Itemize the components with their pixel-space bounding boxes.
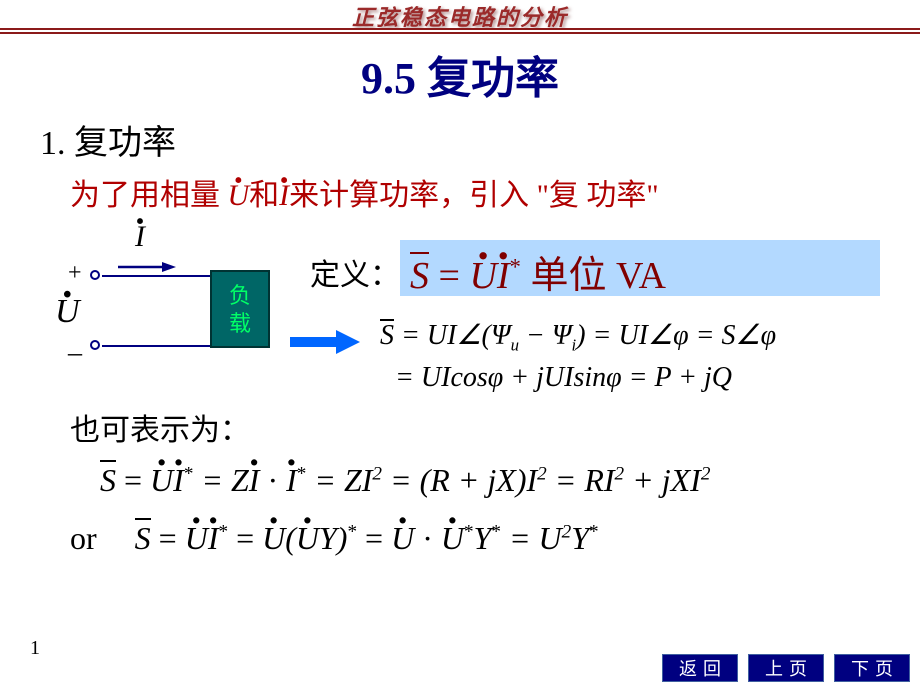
phasor-i: I [279, 179, 289, 213]
definition-label: 定义： [310, 250, 400, 294]
wire-bot [102, 345, 210, 347]
equation-4: or S = UI* = U(UY)* = U · U*Y* = U2Y* [70, 520, 599, 557]
intro-line: 为了用相量 U和I来计算功率，引入 "复 功率" [70, 170, 659, 214]
header-rule [0, 28, 920, 34]
equation-1: S = UI∠(Ψu − Ψi) = UI∠φ = S∠φ [380, 318, 776, 356]
fb-i: I [497, 254, 510, 298]
page-title: 9.5 复功率 [0, 42, 920, 106]
arrow-right-icon [290, 330, 360, 354]
nav-prev-button[interactable]: 上页 [748, 654, 824, 682]
header-banner: 正弦稳态电路的分析 [0, 0, 920, 30]
fb-unit: VA [606, 255, 666, 297]
current-arrow-icon [118, 260, 178, 274]
load-line1: 负 [212, 282, 268, 310]
load-line2: 载 [212, 310, 268, 338]
phasor-u: U [228, 179, 250, 213]
load-box: 负 载 [210, 270, 270, 348]
fb-unit-label: 单位 [530, 255, 606, 297]
intro-mid: 和 [249, 179, 279, 212]
terminal-top [90, 270, 100, 280]
fb-star: * [510, 254, 521, 279]
section-heading: 1. 复功率 [40, 115, 176, 164]
page-number: 1 [30, 637, 40, 660]
equation-2: = UIcosφ + jUIsinφ = P + jQ [395, 362, 732, 394]
circuit-diagram: I + U _ 负 载 [40, 230, 300, 390]
header-text: 正弦稳态电路的分析 [352, 5, 568, 30]
minus-terminal: _ [68, 328, 82, 360]
current-label: I [135, 220, 145, 254]
fb-u: U [469, 254, 496, 298]
fb-eq: = [429, 255, 469, 297]
nav-back-button[interactable]: 返回 [662, 654, 738, 682]
voltage-label: U [55, 293, 80, 331]
wire-top [102, 275, 210, 277]
nav-next-button[interactable]: 下页 [834, 654, 910, 682]
definition-formula: S = UI* 单位 VA [400, 240, 880, 296]
equation-3: S = UI* = ZI · I* = ZI2 = (R + jX)I2 = R… [100, 462, 710, 499]
nav-buttons: 返回 上页 下页 [656, 654, 910, 682]
intro-pre: 为了用相量 [70, 179, 228, 212]
intro-post: 来计算功率，引入 "复 功率" [289, 179, 659, 212]
terminal-bot [90, 340, 100, 350]
fb-s: S [410, 254, 429, 298]
